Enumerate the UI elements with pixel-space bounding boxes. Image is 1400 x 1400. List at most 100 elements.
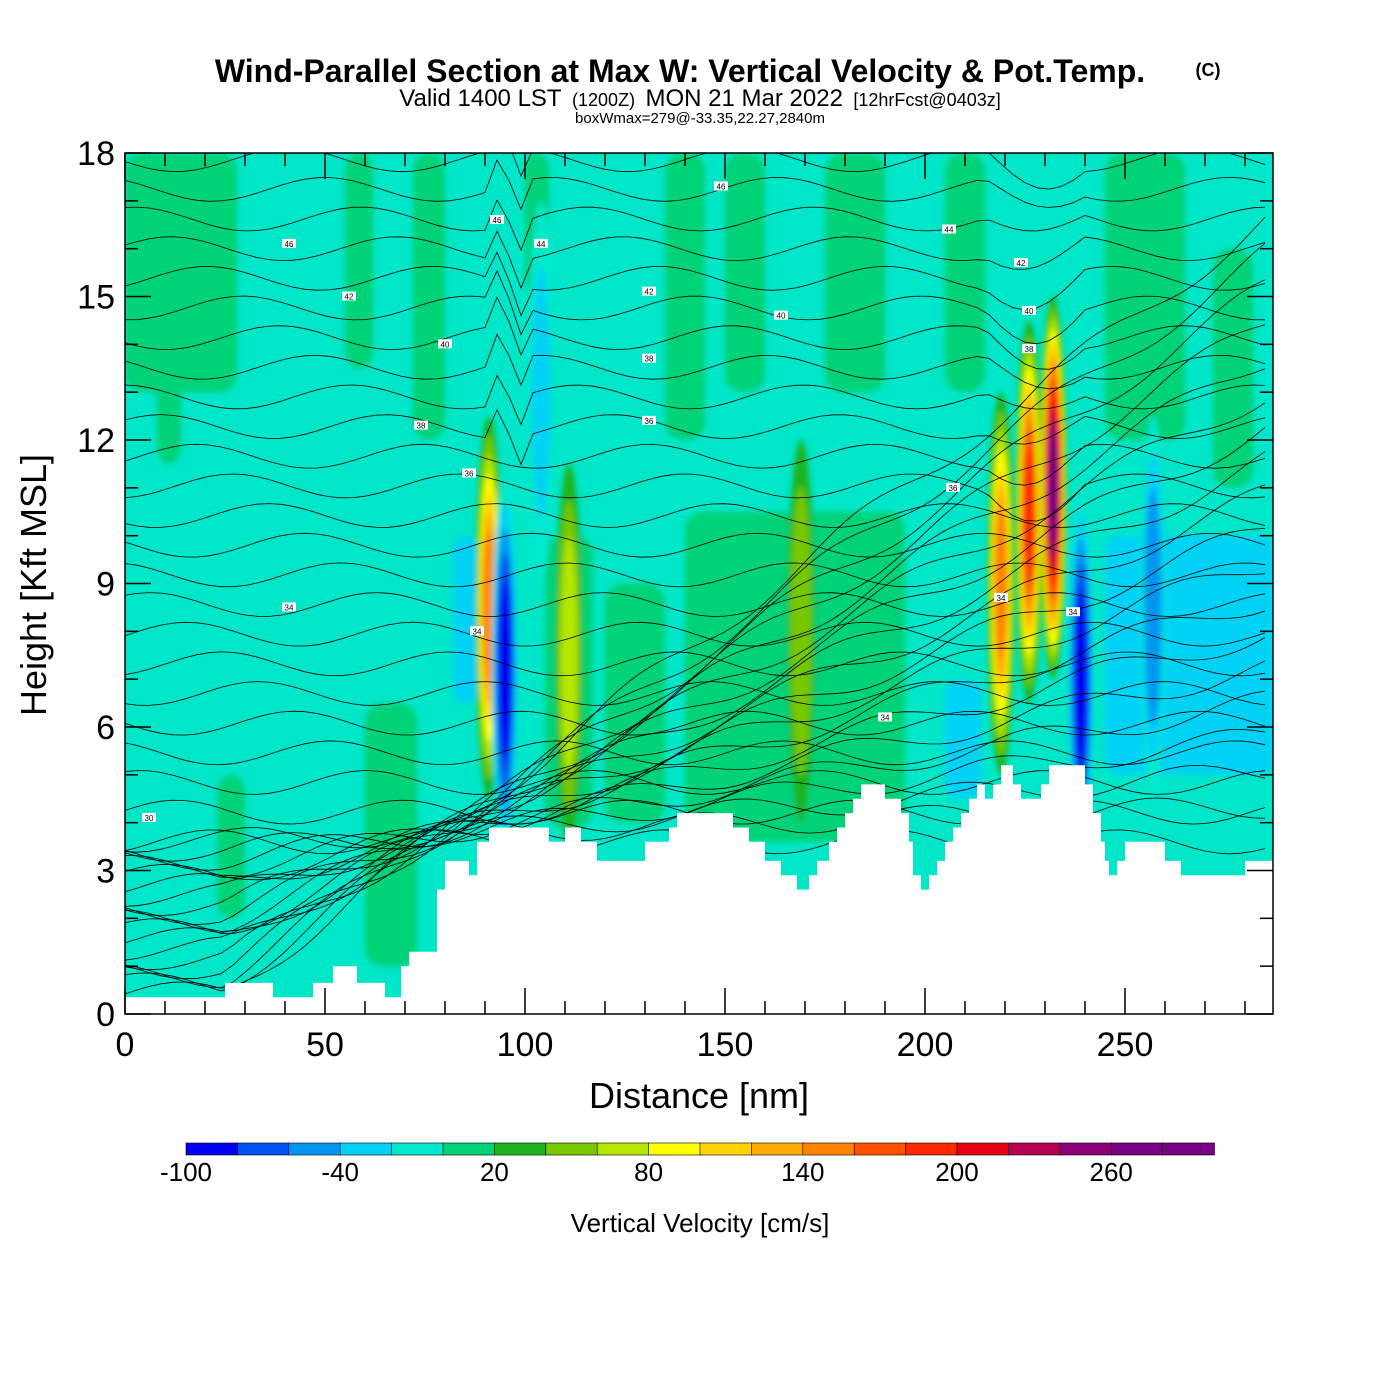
field-band-3	[413, 153, 445, 440]
theta-contour-38	[125, 230, 1266, 290]
theta-contour-21	[125, 740, 1266, 766]
contour-label-text-17: 42	[1017, 259, 1026, 268]
field-neg-2	[945, 679, 981, 799]
colorbar: -100 -40 20 80 140 200 260	[160, 1142, 1215, 1187]
contour-label-text-1: 46	[285, 240, 294, 249]
contour-label-text-18: 40	[1025, 307, 1034, 316]
contour-label-text-11: 38	[645, 355, 654, 364]
y-tick-label-15: 15	[77, 279, 115, 317]
y-tick-label-9: 9	[96, 566, 115, 604]
theta-contour-25	[125, 621, 1266, 647]
downdraft-3-level-3	[1146, 524, 1160, 691]
contour-label-4: 38	[414, 420, 428, 431]
x-tick-label-0: 0	[116, 1026, 135, 1064]
copyright-mark: (C)	[1196, 60, 1221, 80]
y-tick-label-3: 3	[96, 853, 115, 891]
colorbar-tick-2: 20	[480, 1157, 509, 1187]
theta-contour-28	[125, 532, 1266, 558]
contour-label-21: 34	[994, 592, 1008, 603]
theta-contour-30	[125, 473, 1266, 522]
colorbar-swatch-19	[1162, 1142, 1215, 1156]
contour-label-16: 36	[946, 482, 960, 493]
field-band-13	[217, 774, 245, 919]
velocity-field	[125, 153, 1273, 967]
contour-label-8: 46	[490, 214, 504, 225]
contour-label-text-19: 38	[1025, 345, 1034, 354]
contour-label-text-0: 30	[145, 814, 154, 823]
contour-label-0: 30	[142, 812, 156, 823]
contour-label-5: 36	[462, 468, 476, 478]
theta-contour-10	[125, 573, 1266, 916]
theta-contour-8	[125, 484, 1266, 934]
colorbar-tick-4: 140	[781, 1157, 824, 1187]
theta-contour-12	[125, 637, 1266, 893]
chart-title: Wind-Parallel Section at Max W: Vertical…	[215, 53, 1145, 89]
boxwmax-label: boxWmax=279@-33.35,22.27,2840m	[575, 110, 825, 127]
contour-label-22: 34	[1066, 607, 1080, 617]
theta-contour-24	[125, 651, 1266, 677]
x-tick-label-100: 100	[497, 1026, 554, 1064]
colorbar-swatch-12	[802, 1142, 855, 1156]
colorbar-tick-3: 80	[634, 1157, 663, 1187]
theta-contour-14	[125, 690, 1266, 879]
field-band-10	[1213, 248, 1253, 488]
y-tick-label-12: 12	[77, 422, 115, 460]
updraft-4-level-9	[1025, 459, 1033, 564]
contour-label-text-20: 34	[881, 713, 890, 722]
contour-label-14: 40	[774, 310, 788, 321]
colorbar-swatch-1	[237, 1142, 290, 1156]
theta-contour-1	[125, 242, 1266, 992]
updraft-3-level-7	[996, 526, 1006, 641]
contour-label-13: 46	[714, 181, 728, 191]
updraft-0-level-7	[484, 550, 494, 665]
colorbar-swatch-14	[905, 1142, 958, 1156]
theta-contour-23	[125, 681, 1266, 706]
theta-contour-22	[125, 710, 1266, 736]
valid-date: MON 21 Mar 2022	[646, 85, 843, 112]
contour-label-11: 38	[642, 353, 656, 364]
theta-contour-0	[125, 216, 1266, 995]
x-axis-label: Distance [nm]	[589, 1075, 809, 1116]
contour-label-text-6: 34	[285, 603, 294, 612]
colorbar-swatch-6	[494, 1142, 547, 1156]
theta-contour-41	[125, 153, 1266, 190]
contour-label-20: 34	[878, 712, 892, 722]
contour-label-12: 36	[642, 415, 656, 426]
theta-contour-13	[125, 660, 1266, 881]
contour-label-text-22: 34	[1069, 608, 1078, 617]
x-tick-label-150: 150	[697, 1026, 754, 1064]
colorbar-swatch-16	[1008, 1142, 1061, 1156]
colorbar-swatch-18	[1110, 1142, 1164, 1156]
theta-contour-31	[125, 443, 1266, 486]
y-axis-label: Height [Kft MSL]	[13, 454, 54, 716]
contour-label-text-3: 40	[441, 340, 450, 349]
theta-contour-5	[125, 402, 1266, 961]
y-tick-label-18: 18	[77, 135, 115, 173]
theta-contour-36	[125, 269, 1266, 345]
updraft-2-level-2	[793, 532, 809, 730]
contour-label-text-21: 34	[997, 594, 1006, 603]
contour-label-6: 34	[282, 602, 296, 612]
contour-label-text-5: 36	[465, 469, 474, 478]
colorbar-swatch-7	[545, 1142, 598, 1156]
colorbar-swatch-3	[339, 1142, 393, 1156]
contour-label-2: 42	[342, 291, 356, 302]
contour-label-18: 40	[1022, 305, 1036, 316]
theta-contour-34	[125, 333, 1266, 390]
valid-time: Valid 1400 LST (1200Z) MON 21 Mar 2022 […	[399, 85, 1000, 112]
contour-label-text-12: 36	[645, 417, 654, 426]
contour-label-text-8: 46	[493, 216, 502, 225]
colorbar-swatch-15	[956, 1142, 1010, 1156]
plot-area: 30 46 42 40 38 36 34 34 46 44 42 38 36 46 40 44 36 42 40 38…	[125, 153, 1273, 1014]
colorbar-swatch-13	[853, 1142, 907, 1156]
colorbar-swatch-5	[442, 1142, 496, 1156]
contour-label-17: 42	[1014, 258, 1028, 268]
theta-contour-39	[125, 199, 1266, 252]
downdraft-0-level-5	[500, 603, 510, 736]
theta-contour-40	[125, 158, 1266, 211]
colorbar-tick-0: -100	[160, 1157, 212, 1187]
x-tick-label-50: 50	[306, 1026, 344, 1064]
x-tick-label-250: 250	[1097, 1026, 1154, 1064]
